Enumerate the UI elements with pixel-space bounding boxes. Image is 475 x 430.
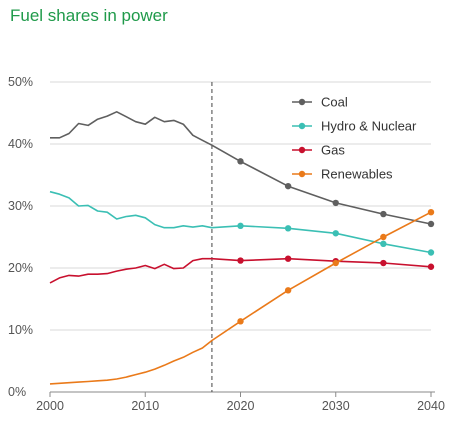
data-point-renewables bbox=[380, 233, 387, 241]
legend: Coal Hydro & Nuclear Gas Renewables bbox=[292, 95, 417, 182]
x-tick-label: 2030 bbox=[322, 399, 350, 413]
data-point-renewables bbox=[237, 318, 244, 325]
x-tick-label: 2010 bbox=[131, 399, 159, 413]
data-point-hydro-nuclear bbox=[284, 225, 292, 232]
series-group bbox=[49, 111, 435, 385]
x-tick-label: 2040 bbox=[417, 399, 445, 413]
legend-label-hydro-nuclear: Hydro & Nuclear bbox=[321, 119, 417, 134]
legend-marker-hydro-nuclear bbox=[298, 122, 306, 130]
y-tick-label: 20% bbox=[8, 261, 33, 275]
data-point-gas bbox=[427, 263, 435, 270]
x-tick-label: 2020 bbox=[227, 399, 255, 413]
data-point-coal bbox=[427, 220, 435, 228]
data-point-coal bbox=[237, 158, 244, 165]
data-point-renewables bbox=[332, 259, 339, 267]
data-point-coal bbox=[284, 182, 292, 190]
legend-marker-renewables bbox=[298, 170, 306, 178]
data-point-gas bbox=[237, 257, 244, 264]
y-tick-label: 40% bbox=[8, 137, 33, 151]
data-point-coal bbox=[380, 210, 387, 218]
data-point-hydro-nuclear bbox=[380, 240, 387, 248]
data-point-coal bbox=[332, 199, 339, 207]
data-point-hydro-nuclear bbox=[427, 249, 435, 256]
y-tick-label: 50% bbox=[8, 75, 33, 89]
axes: 0% 10% 20% 30% 40% 50% 2000 2010 2020 2030 2040 bbox=[8, 75, 445, 413]
y-tick-label: 10% bbox=[8, 323, 33, 337]
series-line-gas bbox=[49, 257, 432, 284]
series-line-hydro-nuclear bbox=[49, 190, 432, 254]
data-point-hydro-nuclear bbox=[237, 222, 244, 230]
y-tick-label: 30% bbox=[8, 199, 33, 213]
legend-label-renewables: Renewables bbox=[321, 167, 393, 182]
chart-title: Fuel shares in power bbox=[10, 6, 168, 25]
legend-label-gas: Gas bbox=[321, 143, 345, 158]
y-tick-label: 0% bbox=[8, 385, 26, 399]
data-point-gas bbox=[380, 259, 387, 267]
series-line-coal bbox=[50, 111, 432, 225]
legend-marker-gas bbox=[298, 146, 306, 154]
series-line-renewables bbox=[49, 211, 432, 385]
data-point-renewables bbox=[427, 209, 435, 216]
gridlines bbox=[50, 81, 431, 331]
x-tick-label: 2000 bbox=[36, 399, 64, 413]
data-point-renewables bbox=[284, 287, 292, 294]
data-point-hydro-nuclear bbox=[332, 230, 339, 237]
legend-label-coal: Coal bbox=[321, 95, 348, 110]
legend-marker-coal bbox=[298, 98, 306, 106]
data-point-gas bbox=[284, 255, 292, 262]
